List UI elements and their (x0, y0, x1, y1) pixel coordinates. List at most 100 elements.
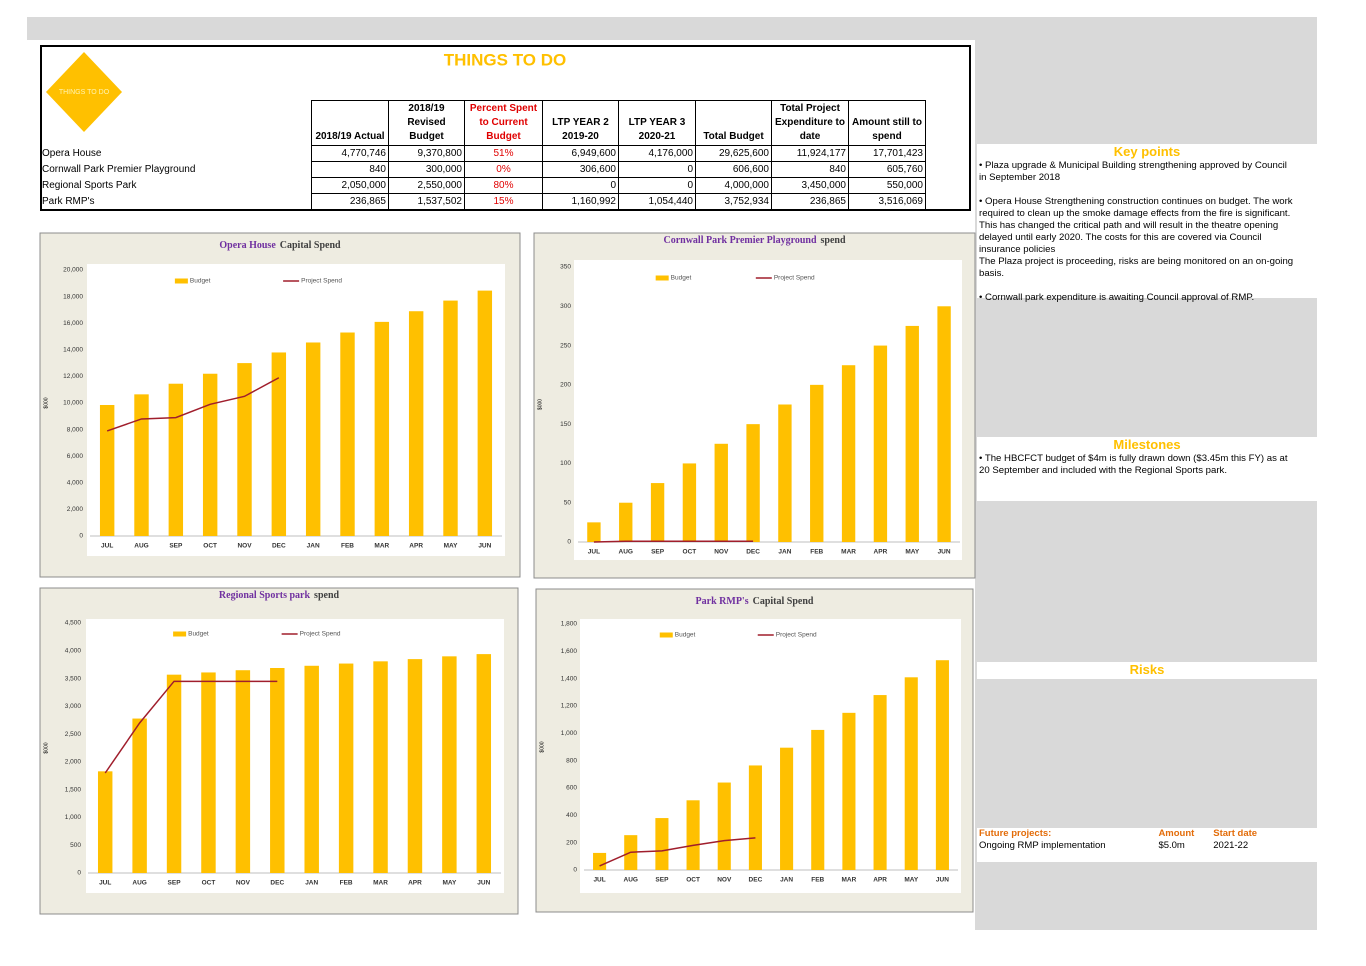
x-tick-label: JUL (99, 880, 111, 887)
y-tick-label: 2,000 (67, 506, 84, 513)
chart-title: Opera House Capital Spend (219, 240, 341, 251)
x-tick-label: JAN (778, 549, 791, 556)
bar (810, 384, 824, 542)
cell: 6,949,600 (542, 145, 619, 162)
legend-label: Budget (675, 632, 696, 639)
cell: 2,050,000 (311, 177, 389, 194)
page-title: THINGS TO DO (444, 50, 566, 69)
bar (650, 483, 665, 542)
header-line: LTP YEAR 2 (552, 117, 609, 128)
x-tick-label: FEB (810, 549, 823, 556)
cell: Park RMP's (42, 196, 95, 207)
cell: 236,865 (771, 193, 849, 210)
summary-table: 2018/19 Actual 2018/19 Revised Budget Percen… (40, 100, 926, 210)
bar (97, 771, 113, 873)
bar (304, 665, 319, 873)
cell: 3,450,000 (771, 177, 849, 194)
header-line: 2019-20 (562, 131, 599, 142)
y-tick-label: 2,500 (65, 731, 82, 738)
plot-area (580, 619, 961, 893)
bar (202, 373, 218, 536)
bar (237, 363, 252, 536)
bar (477, 290, 493, 536)
line (593, 540, 754, 543)
cell: Opera House (42, 148, 102, 159)
bar (271, 352, 287, 536)
bar (134, 394, 149, 536)
paragraph: • Cornwall park expenditure is awaiting … (979, 292, 1255, 303)
cell: 4,176,000 (618, 145, 696, 162)
row: Opera House 4,770,746 9,370,800 51% 6,949,60… (40, 145, 926, 162)
header-cell: 2018/19 Revised Budget (388, 100, 465, 146)
bar (374, 321, 390, 536)
legend-label: Project Spend (301, 278, 342, 285)
legend-label: Project Spend (300, 631, 341, 638)
header-cell: Amount still to spend (848, 100, 926, 146)
cell: 11,924,177 (771, 145, 849, 162)
bar (132, 718, 147, 873)
legend-label: Budget (188, 631, 209, 638)
line (106, 377, 280, 432)
logo (46, 52, 122, 132)
risks-panel: Risks (977, 662, 1317, 679)
y-tick-label: 1,800 (561, 621, 578, 628)
x-tick-label: JUN (478, 543, 491, 550)
bar (842, 712, 856, 870)
title-rest: Capital Spend (753, 596, 814, 607)
cell: 17,701,423 (848, 145, 926, 162)
bar (714, 443, 728, 542)
cell: 2,550,000 (388, 177, 465, 194)
cell: Cornwall Park Premier Playground (42, 164, 196, 175)
cell: 300,000 (388, 161, 465, 178)
bar (811, 729, 825, 870)
y-tick-label: 150 (560, 421, 571, 428)
key-points-panel: Key points • Plaza upgrade & Municipal B… (977, 144, 1317, 303)
title-rest: Capital Spend (280, 240, 341, 251)
bar (442, 656, 457, 873)
y-tick-label: 400 (566, 812, 577, 819)
x-tick-label: AUG (619, 549, 633, 556)
header-line: Amount still to (852, 117, 922, 128)
y-axis-label: $000 (537, 399, 543, 410)
plot-area (87, 264, 505, 556)
y-tick-label: 3,000 (65, 703, 82, 710)
x-tick-label: NOV (714, 549, 729, 556)
line (104, 680, 278, 774)
y-tick-label: 14,000 (63, 347, 83, 354)
bar (682, 463, 697, 542)
cell: Ongoing RMP implementation (979, 840, 1106, 851)
x-tick-label: APR (409, 543, 423, 550)
x-tick-label: APR (873, 877, 887, 884)
y-tick-label: 1,600 (561, 648, 578, 655)
y-tick-label: 16,000 (63, 320, 83, 327)
logo-text: THINGS TO DO (59, 89, 110, 96)
bar (873, 345, 888, 542)
header-row: Future projects: Amount Start date (977, 828, 1277, 840)
header-line: Total Budget (703, 131, 764, 142)
cell: 4,000,000 (695, 177, 772, 194)
cell: 306,600 (542, 161, 619, 178)
bar (338, 663, 354, 873)
x-tick-label: SEP (168, 880, 182, 887)
y-tick-label: 300 (560, 303, 571, 310)
bar (408, 311, 424, 536)
bar (407, 659, 423, 873)
header-cell: Total Project Expenditure to date (771, 100, 849, 146)
y-tick-label: 2,000 (65, 759, 82, 766)
x-tick-label: OCT (683, 549, 697, 556)
header-line: to Current (479, 117, 528, 128)
cell: 51% (464, 145, 543, 162)
legend-label: Project Spend (776, 632, 817, 639)
x-tick-label: DEC (272, 543, 286, 550)
y-tick-label: 250 (560, 342, 571, 349)
header-line: spend (872, 131, 902, 142)
paragraph: • Opera House Strengthening construction… (979, 196, 1293, 255)
header-cell: LTP YEAR 3 2020-21 (618, 100, 696, 146)
bar (166, 674, 182, 873)
cell: 3,752,934 (695, 193, 772, 210)
bar (748, 765, 762, 870)
x-tick-label: MAY (905, 549, 920, 556)
legend-swatch (174, 278, 188, 284)
legend-label: Project Spend (774, 275, 815, 282)
header-cell: Total Budget (695, 100, 772, 146)
